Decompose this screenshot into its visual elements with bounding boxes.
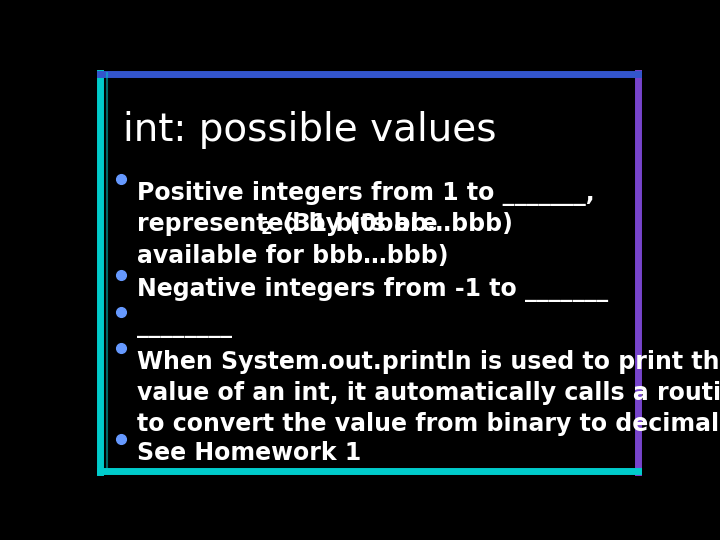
Text: Negative integers from -1 to _______: Negative integers from -1 to _______ — [138, 277, 608, 302]
Text: See Homework 1: See Homework 1 — [138, 441, 361, 465]
Text: represented by (0bbb…bbb): represented by (0bbb…bbb) — [138, 212, 513, 237]
Text: (31 bits are: (31 bits are — [267, 212, 438, 237]
Text: int: possible values: int: possible values — [124, 111, 497, 148]
Text: ________: ________ — [138, 314, 233, 338]
Text: to convert the value from binary to decimal: to convert the value from binary to deci… — [138, 412, 719, 436]
Text: Positive integers from 1 to _______,: Positive integers from 1 to _______, — [138, 181, 595, 206]
Text: available for bbb…bbb): available for bbb…bbb) — [138, 244, 449, 268]
Text: When System.out.println is used to print the: When System.out.println is used to print… — [138, 349, 720, 374]
Text: value of an int, it automatically calls a routine: value of an int, it automatically calls … — [138, 381, 720, 405]
Text: 2: 2 — [260, 220, 272, 238]
